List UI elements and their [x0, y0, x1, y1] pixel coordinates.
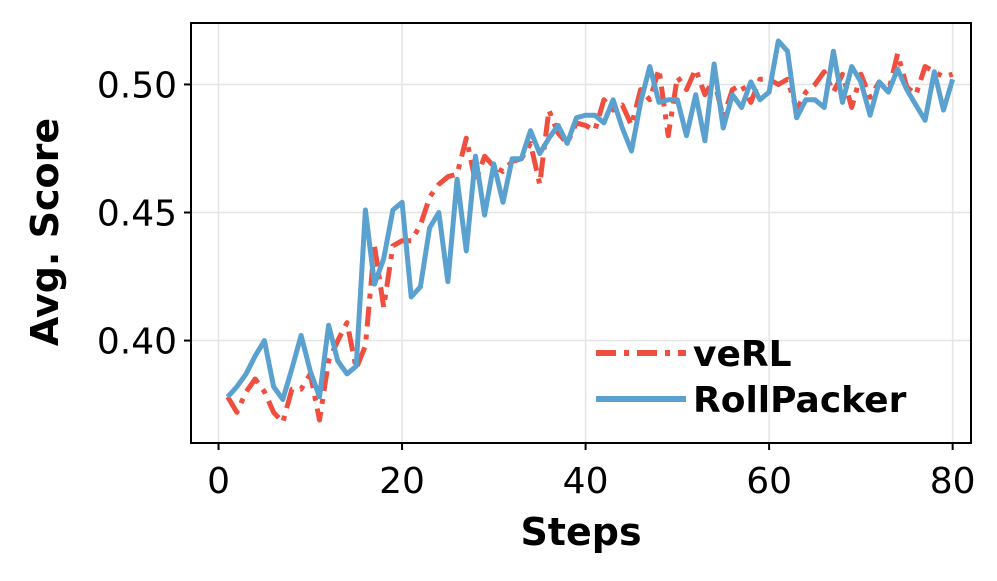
ticks: 0 20 40 60 80 0.40 0.45 0.50: [97, 65, 976, 502]
x-tick-label: 80: [930, 461, 976, 502]
series-line-verl: [225, 51, 954, 425]
x-tick-label: 60: [746, 461, 792, 502]
legend-label-rollpacker: RollPacker: [693, 380, 907, 421]
x-tick-label: 40: [563, 461, 609, 502]
plot-frame: [190, 22, 972, 444]
legend: veRL RollPacker: [596, 334, 907, 421]
legend-label-verl: veRL: [693, 334, 792, 375]
series-line-rollpacker: [225, 38, 955, 402]
x-tick-label: 0: [207, 461, 230, 502]
series-layer: [225, 38, 955, 425]
y-tick-label: 0.45: [97, 194, 177, 235]
y-axis-title: Avg. Score: [23, 118, 67, 346]
x-tick-label: 20: [379, 461, 425, 502]
x-axis-title: Steps: [520, 510, 641, 554]
y-tick-label: 0.50: [97, 65, 177, 106]
y-tick-label: 0.40: [97, 322, 177, 363]
